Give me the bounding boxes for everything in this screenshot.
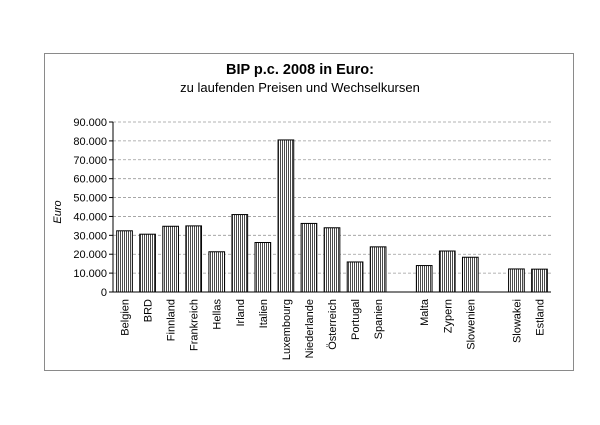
bar (162, 225, 179, 293)
bar (254, 242, 272, 293)
x-tick-label: Estland (534, 299, 546, 336)
x-tick-label: Luxembourg (281, 299, 293, 360)
bar (277, 139, 295, 293)
x-tick-label: Finnland (166, 299, 178, 341)
bar (346, 261, 364, 293)
bar (531, 268, 548, 293)
bar (300, 222, 318, 293)
x-tick-label: Slowenien (465, 299, 477, 350)
x-tick-label: Portugal (350, 299, 362, 340)
y-tick-label: 0 (101, 287, 107, 299)
chart-subtitle: zu laufenden Preisen und Wechselkursen (180, 80, 420, 95)
bar (139, 233, 156, 293)
x-tick-label: Zypern (442, 299, 454, 333)
bar (116, 230, 133, 293)
bar (323, 227, 341, 293)
y-tick-label: 20.000 (73, 249, 107, 261)
bar (369, 246, 387, 293)
y-tick-label: 70.000 (73, 155, 107, 167)
bar (208, 251, 226, 293)
y-tick-label: 60.000 (73, 174, 107, 186)
y-axis-label: Euro (52, 200, 64, 223)
x-tick-label: Spanien (373, 299, 385, 339)
bar (231, 214, 249, 293)
bar (185, 225, 203, 293)
bar (508, 268, 525, 293)
bar (438, 250, 456, 293)
x-tick-label: Österreich (327, 299, 339, 350)
x-tick-label: Belgien (120, 299, 132, 336)
x-tick-label: Niederlande (304, 299, 316, 358)
x-tick-label: Irland (235, 299, 247, 327)
x-tick-label: BRD (143, 299, 155, 322)
y-tick-label: 80.000 (73, 136, 107, 148)
y-tick-label: 10.000 (73, 268, 107, 280)
y-tick-label: 50.000 (73, 193, 107, 205)
bar (415, 265, 433, 293)
y-tick-label: 40.000 (73, 211, 107, 223)
bar (461, 256, 479, 293)
x-tick-label: Italien (258, 299, 270, 328)
y-tick-label: 30.000 (73, 230, 107, 242)
x-tick-label: Malta (419, 298, 431, 326)
x-tick-label: Hellas (212, 299, 224, 330)
y-tick-label: 90.000 (73, 117, 107, 129)
chart-frame (44, 53, 574, 371)
x-tick-label: Frankreich (189, 299, 201, 351)
chart-title: BIP p.c. 2008 in Euro: (225, 62, 374, 78)
x-tick-label: Slowakei (511, 299, 523, 343)
